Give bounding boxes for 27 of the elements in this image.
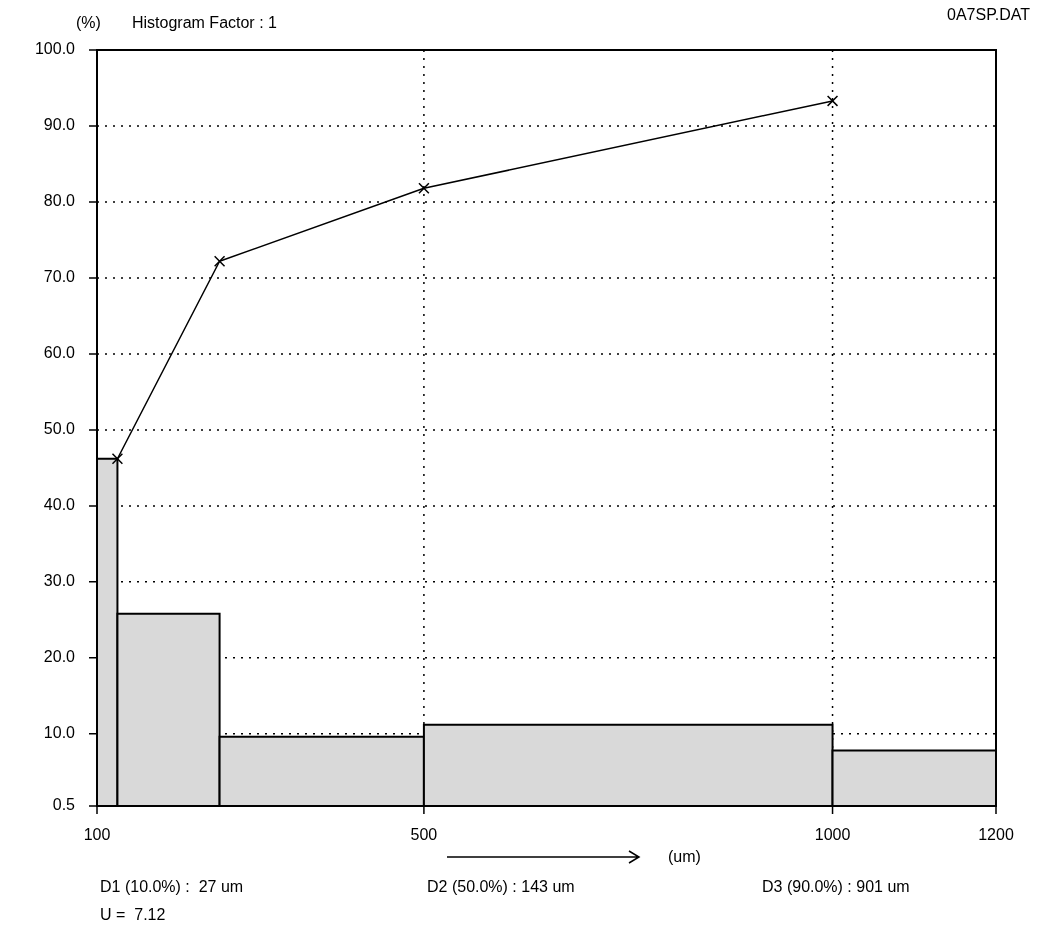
y-tick-label: 40.0 <box>43 496 76 514</box>
y-tick-label: 20.0 <box>43 648 76 666</box>
x-axis-title: (um) <box>668 848 701 866</box>
y-tick-label: 30.0 <box>43 572 76 590</box>
text: D3 (90.0%) : 901 um <box>762 878 910 896</box>
y-tick-label: 90.0 <box>43 116 76 134</box>
point <box>826 95 839 107</box>
y-tick-label: 60.0 <box>43 344 76 362</box>
point <box>213 255 226 267</box>
point <box>418 182 430 194</box>
point <box>111 453 124 465</box>
y-tick-label: 100.0 <box>34 40 76 58</box>
x-tick-label: 100 <box>83 826 111 844</box>
y-tick-label: 0.5 <box>52 796 76 814</box>
y-axis-title: (%) <box>76 14 101 31</box>
x-tick-label: 1000 <box>814 826 851 844</box>
y-tick-label: 50.0 <box>43 420 76 438</box>
text: U = 7.12 <box>100 906 166 924</box>
x-tick-label: 500 <box>410 826 438 844</box>
x-tick-label: 1200 <box>978 826 1014 844</box>
y-tick-label: 70.0 <box>43 268 76 286</box>
y-tick-label: 80.0 <box>43 192 76 210</box>
chart-title: Histogram Factor : 1 <box>132 14 278 31</box>
text: D1 (10.0%) : 27 um <box>100 878 244 896</box>
y-tick-label: 10.0 <box>43 724 76 742</box>
text: D2 (50.0%) : 143 um <box>427 878 575 896</box>
text: 0A7SP.DAT <box>946 6 1030 24</box>
